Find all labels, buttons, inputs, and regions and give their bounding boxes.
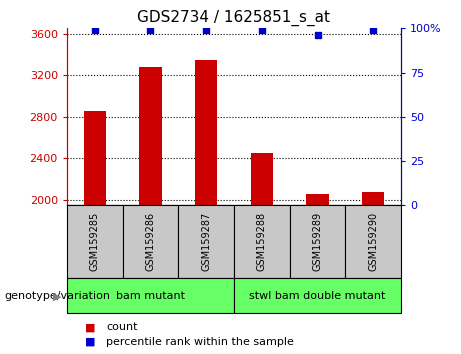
- Text: GSM159290: GSM159290: [368, 212, 378, 271]
- Text: GSM159288: GSM159288: [257, 212, 267, 271]
- Text: ▶: ▶: [53, 291, 62, 301]
- Bar: [234, 278, 401, 313]
- Text: stwl bam double mutant: stwl bam double mutant: [249, 291, 386, 301]
- Text: genotype/variation: genotype/variation: [5, 291, 111, 301]
- Title: GDS2734 / 1625851_s_at: GDS2734 / 1625851_s_at: [137, 9, 331, 25]
- Text: percentile rank within the sample: percentile rank within the sample: [106, 337, 294, 347]
- Bar: [195, 59, 217, 205]
- Text: GSM159286: GSM159286: [145, 212, 155, 271]
- Text: GSM159287: GSM159287: [201, 212, 211, 271]
- Bar: [139, 67, 161, 205]
- Bar: [67, 278, 234, 313]
- Bar: [307, 194, 329, 205]
- Text: bam mutant: bam mutant: [116, 291, 185, 301]
- Text: GSM159289: GSM159289: [313, 212, 323, 271]
- Bar: [362, 192, 384, 205]
- Bar: [345, 205, 401, 278]
- Bar: [251, 153, 273, 205]
- Bar: [83, 110, 106, 205]
- Bar: [290, 205, 345, 278]
- Bar: [178, 205, 234, 278]
- Text: count: count: [106, 322, 137, 332]
- Bar: [123, 205, 178, 278]
- Text: ■: ■: [85, 337, 96, 347]
- Bar: [234, 205, 290, 278]
- Text: ■: ■: [85, 322, 96, 332]
- Text: GSM159285: GSM159285: [90, 212, 100, 271]
- Bar: [67, 205, 123, 278]
